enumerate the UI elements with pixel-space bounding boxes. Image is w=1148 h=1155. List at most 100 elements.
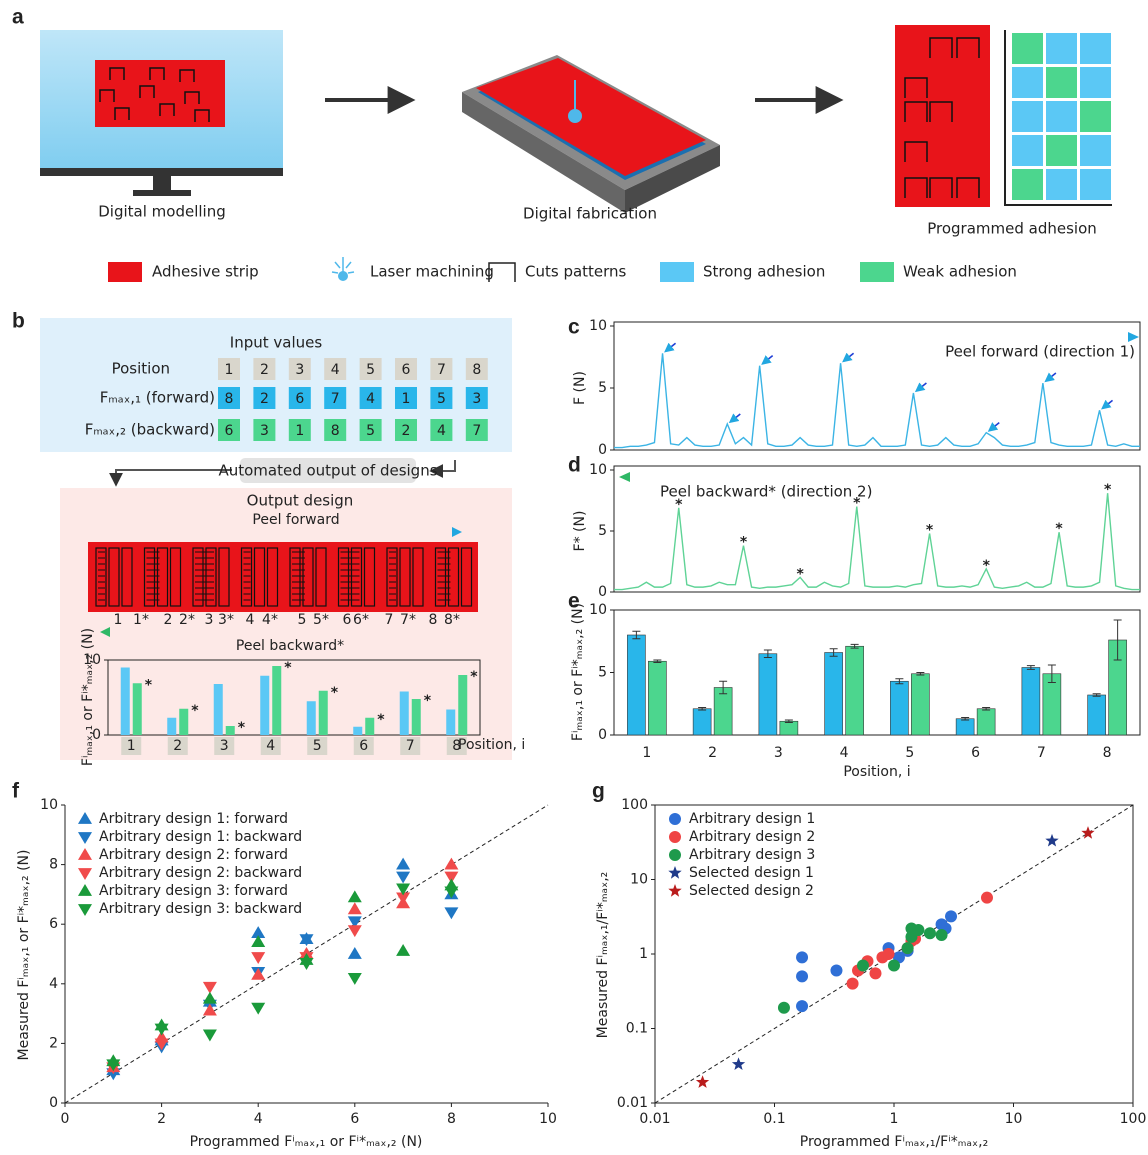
value-cell-label: 1 [295, 423, 304, 439]
y-tick-label: 0 [598, 442, 607, 458]
chart [610, 610, 1140, 735]
adhesion-cell [1080, 101, 1111, 132]
legend-label: Cuts patterns [525, 263, 627, 281]
strip-label: 6 [343, 612, 352, 628]
annotation: Peel backward* (direction 2) [660, 483, 872, 501]
y-tick-label: 1 [639, 946, 648, 962]
legend-label: Arbitrary design 2: backward [99, 865, 302, 881]
bar [759, 654, 777, 735]
peak-arrow [763, 356, 773, 364]
point [888, 960, 900, 972]
y-tick-label: 2 [49, 1035, 58, 1051]
x-tick-label: 6 [350, 1111, 359, 1127]
step-label: Digital fabrication [523, 205, 657, 223]
legend-label: Weak adhesion [903, 263, 1017, 281]
value-cell-label: 2 [402, 423, 411, 439]
legend-marker [78, 884, 92, 896]
programmed-strip [895, 25, 990, 207]
bar [648, 661, 666, 735]
legend-label: Adhesive strip [152, 263, 259, 281]
adhesion-cell [1046, 101, 1077, 132]
y-tick-label: 0 [598, 727, 607, 743]
peak-marker: * [145, 677, 153, 693]
point [847, 978, 859, 990]
bar [365, 718, 374, 735]
point [924, 927, 936, 939]
y-tick-label: 8 [49, 857, 58, 873]
bar [1022, 668, 1040, 736]
y-axis-label: Fⁱₘₐₓ,₁ or Fⁱ*ₘₐₓ,₂ (N) [570, 603, 586, 741]
point [830, 965, 842, 977]
trace [614, 353, 1140, 447]
x-tick-label: 2 [173, 738, 182, 754]
strip-label: 8 [429, 612, 438, 628]
legend-label: Arbitrary design 2: forward [99, 847, 288, 863]
y-tick-label: 10 [589, 462, 607, 478]
x-axis-label: Position, i [843, 764, 910, 780]
row-label: Fₘₐₓ,₁ (forward) [100, 389, 215, 407]
y-tick-label: 0.1 [626, 1021, 648, 1037]
legend-label: Arbitrary design 2 [689, 829, 815, 845]
bar [780, 721, 798, 735]
point [444, 907, 458, 919]
peak-marker: * [470, 669, 478, 685]
bar [627, 635, 645, 735]
point [348, 902, 362, 914]
adhesion-cell [1080, 169, 1111, 200]
bar [890, 681, 908, 735]
panel-label: f [12, 780, 20, 803]
x-tick-label: 2 [157, 1111, 166, 1127]
row-label: Position [112, 360, 170, 378]
bar [307, 701, 316, 735]
value-cell-label: 2 [260, 391, 269, 407]
button-label: Automated output of designs [218, 462, 437, 480]
value-cell-label: 5 [437, 391, 446, 407]
strip-label: 4* [262, 612, 278, 628]
x-axis-label: Programmed Fⁱₘₐₓ,₁ or Fⁱ*ₘₐₓ,₂ (N) [190, 1134, 423, 1150]
value-cell-label: 3 [260, 423, 269, 439]
x-tick-label: 100 [1120, 1111, 1147, 1127]
bar [179, 709, 188, 735]
point [1045, 834, 1058, 847]
x-tick-label: 1 [890, 1111, 899, 1127]
strip-label: 4 [246, 612, 255, 628]
panel-label: d [568, 454, 581, 477]
bar [353, 727, 362, 735]
legend-marker [668, 866, 681, 879]
point [883, 948, 895, 960]
x-tick-label: 6 [971, 745, 980, 761]
plot-frame [614, 322, 1140, 450]
strip-label: 8* [444, 612, 460, 628]
point [869, 967, 881, 979]
legend-label: Arbitrary design 3 [689, 847, 815, 863]
x-tick-label: 6 [359, 738, 368, 754]
legend-label: Arbitrary design 1: backward [99, 829, 302, 845]
legend-marker [78, 868, 92, 880]
legend-marker [669, 831, 681, 843]
value-cell-label: 7 [437, 362, 446, 378]
value-cell-label: 2 [260, 362, 269, 378]
x-axis-label: Position, i [458, 737, 525, 753]
y-tick-label: 4 [49, 976, 58, 992]
adhesion-grid [1012, 33, 1111, 200]
x-tick-label: 10 [539, 1111, 557, 1127]
y-tick-label: 0 [598, 584, 607, 600]
legend-marker [668, 884, 681, 897]
point [732, 1057, 745, 1070]
point [778, 1002, 790, 1014]
peak-arrow [1103, 400, 1113, 408]
value-cell-label: 5 [366, 362, 375, 378]
legend-swatch [108, 262, 142, 282]
value-cell-label: 7 [472, 423, 481, 439]
adhesion-cell [1012, 33, 1043, 64]
strip-label: 6* [353, 612, 369, 628]
arrow-head [619, 472, 630, 482]
panel-label: b [12, 310, 25, 333]
bar [977, 709, 995, 735]
value-cell-label: 4 [437, 423, 446, 439]
x-axis-label: Programmed Fⁱₘₐₓ,₁/Fⁱ*ₘₐₓ,₂ [800, 1134, 988, 1150]
trace [614, 493, 1140, 589]
adhesion-cell [1046, 169, 1077, 200]
point [905, 931, 917, 943]
peak-arrow [730, 414, 740, 422]
